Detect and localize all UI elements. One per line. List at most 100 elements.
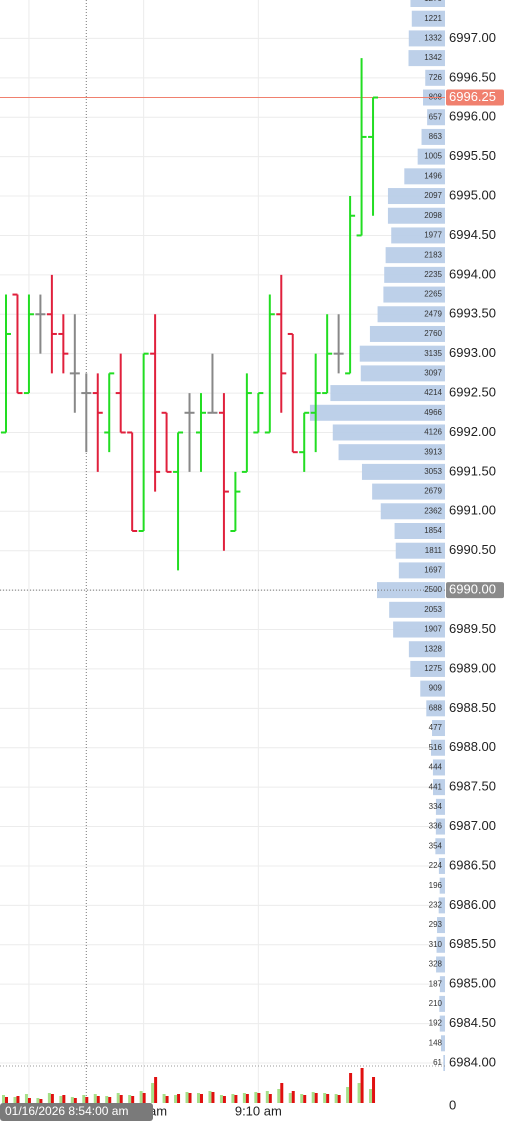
buy-volume [36, 1098, 40, 1103]
buy-volume [59, 1096, 63, 1103]
y-tick-label: 6990.50 [449, 542, 496, 557]
y-tick-label: 6984.50 [449, 1015, 496, 1030]
buy-volume [105, 1096, 109, 1103]
profile-bar [391, 227, 445, 244]
y-tick-label: 6995.50 [449, 148, 496, 163]
buy-volume [162, 1094, 166, 1103]
buy-volume [70, 1097, 74, 1103]
buy-volume [116, 1093, 120, 1103]
profile-bar [309, 404, 445, 421]
sell-volume [291, 1091, 295, 1103]
profile-label: 328 [429, 960, 443, 969]
profile-bar [420, 680, 445, 697]
profile-bar [410, 0, 445, 7]
buy-volume [323, 1093, 327, 1103]
profile-bar [389, 601, 445, 618]
profile-label: 2679 [424, 487, 442, 496]
profile-label: 334 [429, 802, 443, 811]
sell-volume [188, 1093, 192, 1103]
sell-volume [268, 1094, 272, 1103]
profile-label: 1275 [424, 664, 442, 673]
last-price-box [446, 89, 504, 106]
sell-volume [211, 1092, 215, 1103]
buy-volume [139, 1091, 143, 1103]
profile-label: 310 [429, 940, 443, 949]
y-tick-label: 6989.00 [449, 660, 496, 675]
last-price-label: 6996.25 [449, 89, 496, 104]
buy-volume [254, 1092, 258, 1103]
profile-label: 148 [429, 1038, 443, 1047]
profile-label: 4126 [424, 428, 442, 437]
profile-label: 441 [429, 782, 443, 791]
sell-volume [222, 1096, 226, 1103]
sell-volume [257, 1093, 261, 1103]
profile-bar [359, 345, 445, 362]
buy-volume [24, 1094, 28, 1103]
buy-volume [277, 1089, 281, 1103]
y-tick-label: 6987.50 [449, 779, 496, 794]
sell-volume [16, 1096, 20, 1103]
profile-label: 336 [429, 822, 443, 831]
y-tick-label: 6989.50 [449, 621, 496, 636]
profile-label: 1328 [424, 644, 442, 653]
y-tick-label: 6995.00 [449, 187, 496, 202]
profile-label: 1854 [424, 526, 442, 535]
profile-bar [435, 798, 445, 815]
profile-label: 1697 [424, 566, 442, 575]
profile-bar [384, 266, 445, 283]
y-tick-label: 6994.00 [449, 266, 496, 281]
profile-bar [369, 325, 445, 342]
sell-volume [62, 1095, 66, 1103]
profile-label: 3135 [424, 349, 442, 358]
sell-volume [245, 1094, 249, 1103]
profile-label: 354 [429, 841, 443, 850]
profile-bar [439, 976, 445, 993]
buy-volume [346, 1087, 350, 1103]
profile-bar [408, 50, 445, 67]
profile-bar [435, 838, 445, 855]
y-tick-label: 6994.50 [449, 227, 496, 242]
sell-volume [177, 1094, 181, 1103]
profile-label: 2235 [424, 270, 442, 279]
profile-bar [433, 779, 445, 796]
y-tick-label: 6993.50 [449, 306, 496, 321]
sell-volume [337, 1095, 341, 1103]
profile-bar [421, 128, 445, 145]
buy-volume [369, 1089, 373, 1103]
sell-volume [96, 1096, 100, 1103]
buy-volume [13, 1097, 17, 1103]
y-tick-label: 6985.50 [449, 936, 496, 951]
buy-volume [311, 1092, 315, 1103]
profile-label: 3097 [424, 368, 442, 377]
sell-volume [360, 1068, 364, 1103]
sell-volume [199, 1094, 203, 1103]
profile-bar [411, 10, 445, 27]
y-tick-label: 6997.00 [449, 30, 496, 45]
profile-bar [408, 641, 445, 658]
profile-label: 1221 [424, 14, 442, 23]
profile-label: 1270 [424, 0, 442, 3]
profile-bar [425, 69, 445, 86]
sell-volume [303, 1095, 307, 1103]
crosshair-price-label: 6990.00 [449, 582, 496, 597]
profile-label: 2362 [424, 506, 442, 515]
sell-volume [349, 1073, 353, 1103]
profile-label: 444 [429, 763, 443, 772]
y-tick-label: 6991.50 [449, 463, 496, 478]
profile-label: 1907 [424, 625, 442, 634]
profile-bar [435, 818, 445, 835]
profile-bar [361, 463, 445, 480]
profile-label: 3053 [424, 467, 442, 476]
profile-label: 224 [429, 861, 443, 870]
profile-label: 2760 [424, 329, 442, 338]
profile-label: 1811 [425, 546, 443, 555]
profile-bar [387, 207, 445, 224]
buy-volume [265, 1091, 269, 1103]
y-tick-label: 6986.00 [449, 897, 496, 912]
sell-volume [73, 1098, 77, 1103]
buy-volume [82, 1095, 86, 1103]
profile-bar [398, 562, 445, 579]
profile-bar [432, 759, 445, 776]
y-tick-label: 6984.00 [449, 1054, 496, 1069]
